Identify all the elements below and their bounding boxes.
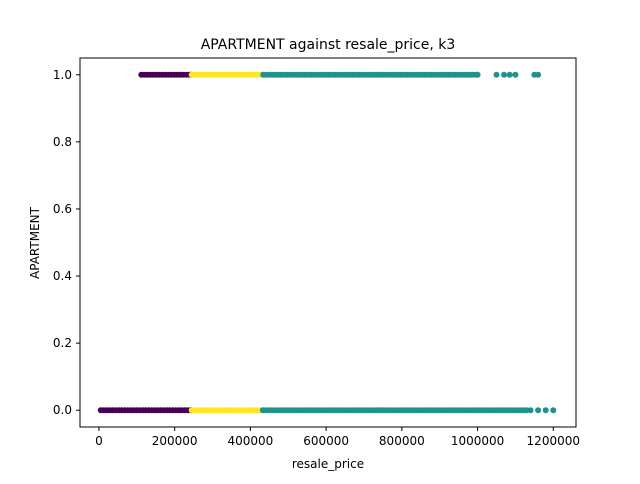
outlier-point xyxy=(542,407,549,414)
x-tick-label: 1200000 xyxy=(527,434,580,448)
y-tick-label: 0.4 xyxy=(53,269,72,283)
point-cluster xyxy=(188,407,266,414)
y-axis-ticks: 0.0 0.2 0.4 0.6 0.8 1.0 xyxy=(53,68,80,417)
y-tick-label: 1.0 xyxy=(53,68,72,82)
x-tick-label: 600000 xyxy=(303,434,349,448)
data-points xyxy=(97,71,557,414)
point-cluster xyxy=(97,407,195,414)
outlier-point xyxy=(493,71,500,78)
outlier-point xyxy=(506,71,513,78)
y-tick-label: 0.6 xyxy=(53,202,72,216)
outlier-point xyxy=(501,71,508,78)
data-point xyxy=(474,71,481,78)
point-cluster xyxy=(260,71,481,78)
x-tick-label: 800000 xyxy=(379,434,425,448)
point-cluster xyxy=(188,71,266,78)
chart-title: APARTMENT against resale_price, k3 xyxy=(201,37,456,53)
outlier-point xyxy=(535,71,542,78)
y-tick-label: 0.8 xyxy=(53,135,72,149)
plot-frame xyxy=(79,57,577,428)
y-tick-label: 0.2 xyxy=(53,336,72,350)
x-tick-label: 400000 xyxy=(227,434,273,448)
point-cluster xyxy=(138,71,195,78)
outlier-point xyxy=(512,71,519,78)
outlier-point xyxy=(535,407,542,414)
x-tick-label: 200000 xyxy=(152,434,198,448)
x-tick-label: 0 xyxy=(95,434,103,448)
x-axis-ticks: 0 200000 400000 600000 800000 1000000 1200000 xyxy=(95,427,580,448)
outlier-point xyxy=(550,407,557,414)
outlier-point xyxy=(527,407,534,414)
x-axis-label: resale_price xyxy=(292,457,364,471)
x-tick-label: 1000000 xyxy=(451,434,504,448)
point-cluster xyxy=(259,407,530,414)
y-tick-label: 0.0 xyxy=(53,403,72,417)
y-axis-label: APARTMENT xyxy=(28,206,42,279)
